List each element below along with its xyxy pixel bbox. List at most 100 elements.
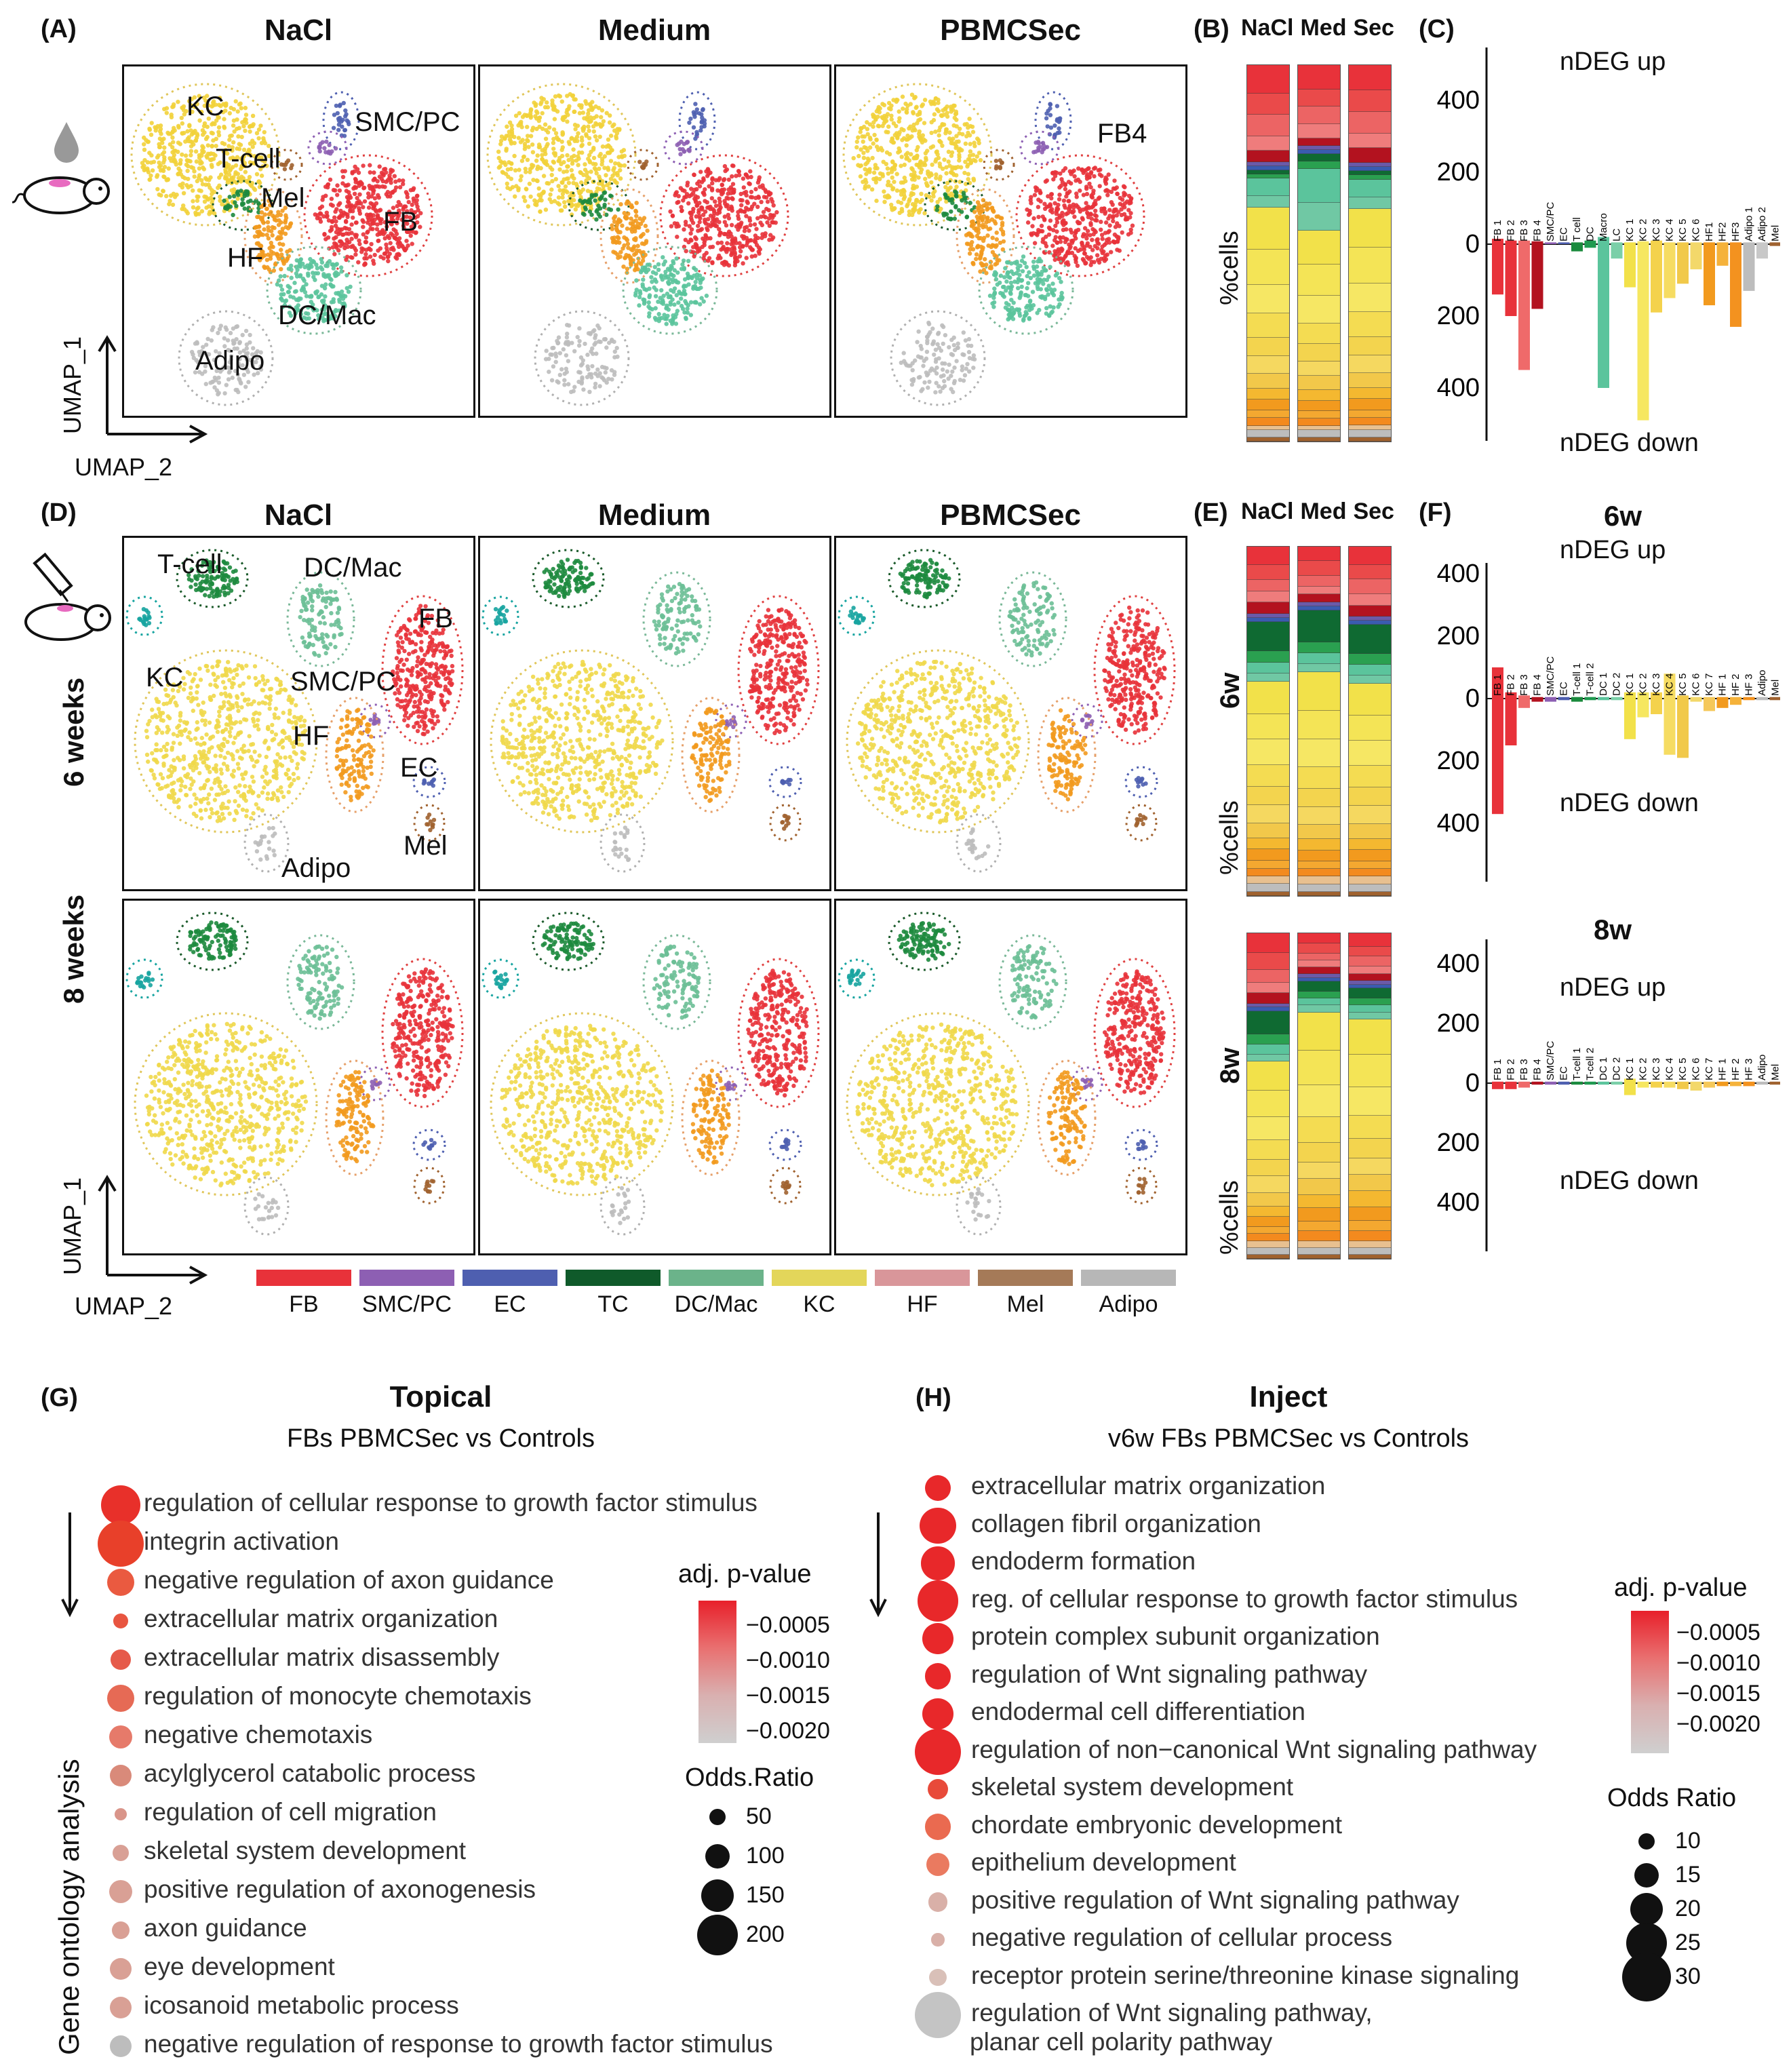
cell-point xyxy=(157,129,163,134)
cell-point xyxy=(164,111,169,115)
cell-point xyxy=(508,187,513,191)
cell-point xyxy=(199,349,204,354)
cell-point xyxy=(366,195,371,200)
cell-point xyxy=(717,196,722,201)
cell-point xyxy=(892,163,897,168)
cell-point xyxy=(911,156,916,161)
ec-cluster xyxy=(1034,91,1072,151)
cell-point xyxy=(237,350,242,355)
mel-cluster xyxy=(627,149,659,181)
cell-point xyxy=(199,209,205,214)
cell-point xyxy=(281,292,286,296)
cell-point xyxy=(418,646,423,651)
cell-point xyxy=(706,172,711,176)
cell-point xyxy=(1057,130,1062,135)
cell-point xyxy=(336,606,342,612)
cell-point xyxy=(279,296,283,301)
cell-point xyxy=(577,326,582,331)
cell-point xyxy=(435,719,441,724)
cell-point xyxy=(404,204,408,209)
cell-point xyxy=(237,340,242,345)
cell-point xyxy=(1112,208,1118,213)
cell-point xyxy=(1113,224,1118,229)
cell-point xyxy=(653,294,658,298)
cell-point xyxy=(750,248,755,252)
cell-point xyxy=(230,145,235,150)
cell-point xyxy=(247,149,252,153)
cell-point xyxy=(218,589,223,594)
cell-point xyxy=(323,294,328,299)
cell-point xyxy=(922,358,926,364)
cell-point xyxy=(672,268,677,273)
cell-point xyxy=(951,136,956,141)
cell-point xyxy=(699,125,704,130)
cell-point xyxy=(752,201,757,206)
cell-point xyxy=(317,610,323,615)
cell-point xyxy=(553,354,559,359)
cell-point xyxy=(1086,166,1091,171)
cell-point xyxy=(226,377,231,382)
cell-point xyxy=(1096,168,1101,173)
cell-point xyxy=(171,191,176,196)
cell-point xyxy=(589,195,594,199)
cell-point xyxy=(1069,239,1074,243)
cell-point xyxy=(195,206,199,212)
cell-point xyxy=(945,369,949,374)
cell-point xyxy=(243,170,248,174)
cell-point xyxy=(1112,178,1117,183)
cell-point xyxy=(526,204,530,209)
cell-point xyxy=(222,336,227,341)
cell-point xyxy=(1029,306,1034,311)
ec-cluster xyxy=(322,91,360,151)
cell-point xyxy=(978,254,983,259)
cell-point xyxy=(970,222,975,227)
cell-point xyxy=(1050,243,1055,248)
cell-point xyxy=(1052,257,1057,262)
cell-point xyxy=(1093,229,1098,235)
cell-point xyxy=(924,157,928,162)
cell-point xyxy=(665,291,670,296)
cell-point xyxy=(391,206,396,210)
cell-point xyxy=(1088,170,1094,175)
cell-point xyxy=(894,123,899,128)
cell-point xyxy=(300,635,305,640)
cell-point xyxy=(588,115,593,120)
cell-point xyxy=(514,184,519,189)
cell-point xyxy=(1057,185,1062,190)
cell-point xyxy=(925,340,930,345)
cell-point xyxy=(929,180,934,185)
cell-point xyxy=(269,243,274,248)
cell-point xyxy=(193,341,198,346)
cell-point xyxy=(540,111,545,116)
cell-point xyxy=(701,212,706,217)
cluster-label-adipo: Adipo xyxy=(195,346,265,376)
cell-point xyxy=(372,721,378,726)
cell-point xyxy=(601,119,606,123)
cell-point xyxy=(565,164,570,169)
cell-point xyxy=(207,565,212,570)
cell-point xyxy=(198,581,203,586)
cell-point xyxy=(422,652,427,657)
cell-point xyxy=(518,140,524,144)
cell-point xyxy=(916,175,921,180)
cell-point xyxy=(669,224,674,229)
cell-point xyxy=(413,687,418,692)
cell-point xyxy=(675,200,680,206)
cell-point xyxy=(405,229,410,234)
cell-point xyxy=(239,189,243,193)
cell-point xyxy=(333,644,338,650)
cell-point xyxy=(587,141,592,146)
cell-point xyxy=(935,199,940,204)
cell-point xyxy=(1061,222,1066,227)
cell-point xyxy=(415,193,420,198)
cell-point xyxy=(340,241,345,246)
cell-point xyxy=(1030,224,1035,229)
cell-point xyxy=(981,262,986,268)
cell-point xyxy=(915,153,920,158)
cell-point xyxy=(433,673,438,679)
dcmac-cluster xyxy=(286,571,355,667)
cell-point xyxy=(294,258,299,263)
cell-point xyxy=(1084,254,1090,260)
cell-point xyxy=(346,290,351,294)
cell-point xyxy=(396,644,401,648)
